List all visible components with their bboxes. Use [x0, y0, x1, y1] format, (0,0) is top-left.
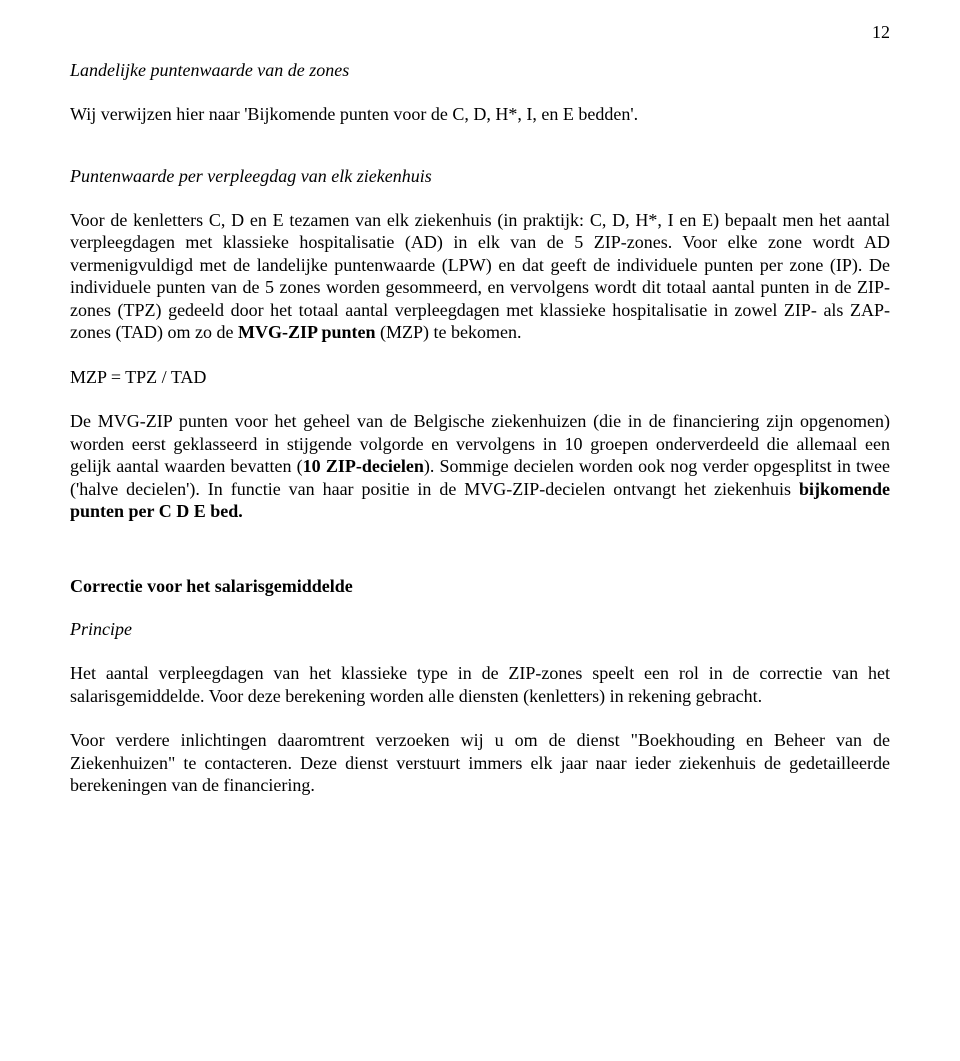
- section-title-1: Landelijke puntenwaarde van de zones: [70, 60, 890, 81]
- paragraph-2: Voor de kenletters C, D en E tezamen van…: [70, 209, 890, 344]
- section-title-3: Correctie voor het salarisgemiddelde: [70, 575, 890, 598]
- para2-text-2: (MZP) te bekomen.: [376, 322, 522, 342]
- para3-bold-1: 10 ZIP-decielen: [303, 456, 424, 476]
- section-title-2: Puntenwaarde per verpleegdag van elk zie…: [70, 166, 890, 187]
- page-number: 12: [872, 22, 890, 43]
- principe-label: Principe: [70, 619, 890, 640]
- paragraph-5: Voor verdere inlichtingen daaromtrent ve…: [70, 729, 890, 797]
- document-page: 12 Landelijke puntenwaarde van de zones …: [0, 0, 960, 1061]
- para2-bold: MVG-ZIP punten: [238, 322, 376, 342]
- spacer: [70, 545, 890, 575]
- paragraph-3: De MVG-ZIP punten voor het geheel van de…: [70, 410, 890, 523]
- formula: MZP = TPZ / TAD: [70, 366, 890, 389]
- paragraph-4: Het aantal verpleegdagen van het klassie…: [70, 662, 890, 707]
- paragraph-1: Wij verwijzen hier naar 'Bijkomende punt…: [70, 103, 890, 126]
